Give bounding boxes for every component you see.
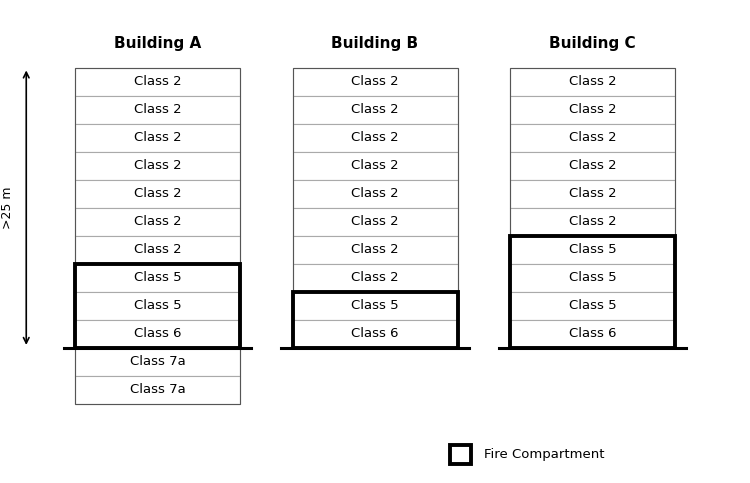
Bar: [510, 292, 675, 320]
Bar: [450, 445, 471, 464]
Bar: [292, 292, 458, 348]
Bar: [292, 236, 458, 264]
Text: Class 2: Class 2: [351, 103, 399, 116]
Text: Class 5: Class 5: [568, 271, 616, 284]
Text: Class 2: Class 2: [351, 243, 399, 256]
Text: Class 2: Class 2: [134, 159, 182, 172]
Text: Class 2: Class 2: [568, 75, 616, 88]
Text: Class 2: Class 2: [134, 243, 182, 256]
Text: Class 6: Class 6: [134, 327, 182, 340]
Text: Class 2: Class 2: [351, 131, 399, 144]
Bar: [75, 348, 240, 376]
Bar: [75, 180, 240, 208]
Text: Class 7a: Class 7a: [130, 384, 185, 396]
Bar: [75, 68, 240, 96]
Bar: [75, 96, 240, 124]
Text: Class 2: Class 2: [351, 187, 399, 200]
Bar: [292, 124, 458, 152]
Text: Class 5: Class 5: [568, 243, 616, 256]
Text: Fire Compartment: Fire Compartment: [484, 448, 605, 461]
Text: Class 6: Class 6: [568, 327, 616, 340]
Text: Class 2: Class 2: [568, 103, 616, 116]
Bar: [510, 264, 675, 292]
Bar: [510, 96, 675, 124]
Text: Class 5: Class 5: [351, 299, 399, 312]
Bar: [75, 68, 240, 348]
Text: Class 5: Class 5: [134, 271, 182, 284]
Bar: [292, 96, 458, 124]
Bar: [510, 68, 675, 96]
Bar: [75, 376, 240, 404]
Bar: [510, 68, 675, 348]
Text: Class 2: Class 2: [568, 131, 616, 144]
Bar: [510, 152, 675, 180]
Bar: [292, 180, 458, 208]
Bar: [75, 152, 240, 180]
Bar: [510, 180, 675, 208]
Text: Class 2: Class 2: [134, 187, 182, 200]
Bar: [292, 68, 458, 348]
Text: Class 7a: Class 7a: [130, 355, 185, 368]
Bar: [292, 152, 458, 180]
Bar: [75, 264, 240, 292]
Bar: [510, 236, 675, 348]
Bar: [510, 236, 675, 264]
Bar: [75, 264, 240, 348]
Bar: [510, 208, 675, 236]
Text: Class 2: Class 2: [351, 271, 399, 284]
Bar: [292, 320, 458, 348]
Text: Class 2: Class 2: [134, 215, 182, 228]
Text: Class 6: Class 6: [351, 327, 399, 340]
Text: Class 2: Class 2: [351, 75, 399, 88]
Text: Class 5: Class 5: [134, 299, 182, 312]
Text: Class 2: Class 2: [568, 187, 616, 200]
Bar: [75, 236, 240, 264]
Bar: [510, 320, 675, 348]
Text: Class 2: Class 2: [568, 159, 616, 172]
Bar: [292, 264, 458, 292]
Bar: [75, 348, 240, 404]
Text: Class 2: Class 2: [134, 131, 182, 144]
Text: Class 2: Class 2: [134, 103, 182, 116]
Bar: [292, 208, 458, 236]
Text: Class 2: Class 2: [351, 159, 399, 172]
Text: Class 5: Class 5: [568, 299, 616, 312]
Bar: [75, 208, 240, 236]
Bar: [75, 320, 240, 348]
Text: Class 2: Class 2: [134, 75, 182, 88]
Bar: [75, 292, 240, 320]
Text: Building B: Building B: [332, 36, 419, 51]
Text: >25 m: >25 m: [1, 186, 14, 229]
Bar: [510, 124, 675, 152]
Text: Class 2: Class 2: [568, 215, 616, 228]
Text: Building A: Building A: [114, 36, 201, 51]
Text: Building C: Building C: [549, 36, 636, 51]
Bar: [75, 124, 240, 152]
Text: Class 2: Class 2: [351, 215, 399, 228]
Bar: [292, 68, 458, 96]
Bar: [292, 292, 458, 320]
